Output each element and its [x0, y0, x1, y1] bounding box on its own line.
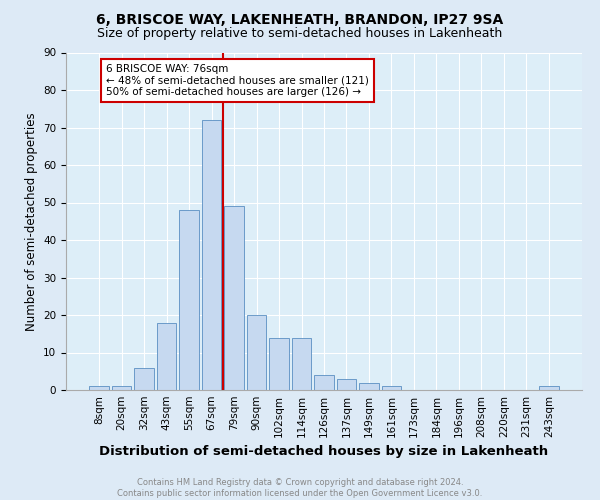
Text: Size of property relative to semi-detached houses in Lakenheath: Size of property relative to semi-detach… [97, 28, 503, 40]
Bar [112, 386, 131, 390]
Bar [337, 379, 356, 390]
Bar [247, 315, 266, 390]
Bar [292, 338, 311, 390]
Bar [382, 386, 401, 390]
Bar [359, 382, 379, 390]
Text: 6, BRISCOE WAY, LAKENHEATH, BRANDON, IP27 9SA: 6, BRISCOE WAY, LAKENHEATH, BRANDON, IP2… [97, 12, 503, 26]
Text: Contains HM Land Registry data © Crown copyright and database right 2024.
Contai: Contains HM Land Registry data © Crown c… [118, 478, 482, 498]
Bar [202, 120, 221, 390]
Bar [269, 338, 289, 390]
Bar [179, 210, 199, 390]
Text: 6 BRISCOE WAY: 76sqm
← 48% of semi-detached houses are smaller (121)
50% of semi: 6 BRISCOE WAY: 76sqm ← 48% of semi-detac… [106, 64, 368, 97]
Bar [314, 375, 334, 390]
Bar [224, 206, 244, 390]
Bar [157, 322, 176, 390]
Y-axis label: Number of semi-detached properties: Number of semi-detached properties [25, 112, 38, 330]
Bar [134, 368, 154, 390]
Bar [89, 386, 109, 390]
Bar [539, 386, 559, 390]
X-axis label: Distribution of semi-detached houses by size in Lakenheath: Distribution of semi-detached houses by … [100, 446, 548, 458]
